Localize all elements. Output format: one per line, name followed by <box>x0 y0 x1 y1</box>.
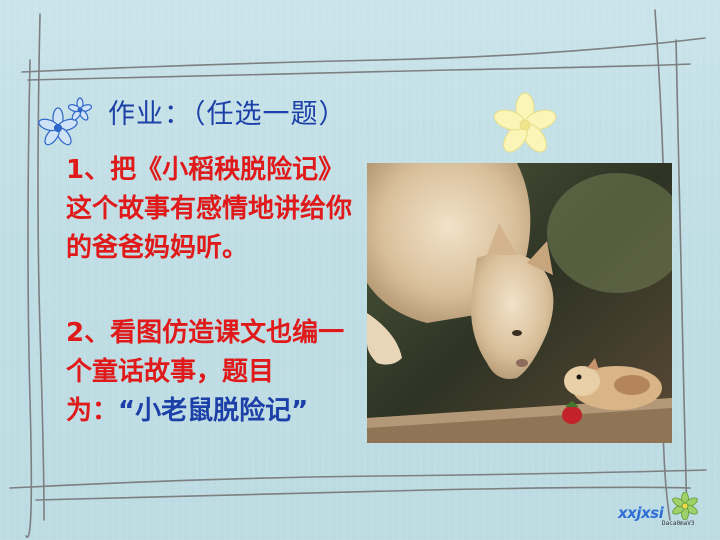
site-logo: xxjxsi Daca0maV3 <box>614 492 714 532</box>
logo-subtext: Daca0maV3 <box>662 520 695 527</box>
blue-flower-icon <box>38 97 93 146</box>
homework-item-2: 2、看图仿造课文也编一个童话故事，题目为：“小老鼠脱险记” <box>66 314 366 431</box>
logo-flower-icon <box>672 492 698 520</box>
logo-text: xxjxsi <box>618 504 664 522</box>
homework-item-2-text: 2、看图仿造课文也编一个童话故事，题目为： <box>66 318 345 426</box>
cat-and-hamster-photo <box>367 163 672 443</box>
story-title: “小老鼠脱险记” <box>118 396 309 426</box>
page-title: 作业：（任选一题） <box>108 99 347 130</box>
yellow-flower-icon <box>493 92 557 153</box>
homework-item-1: 1、把《小稻秧脱险记》这个故事有感情地讲给你的爸爸妈妈听。 <box>66 155 353 263</box>
